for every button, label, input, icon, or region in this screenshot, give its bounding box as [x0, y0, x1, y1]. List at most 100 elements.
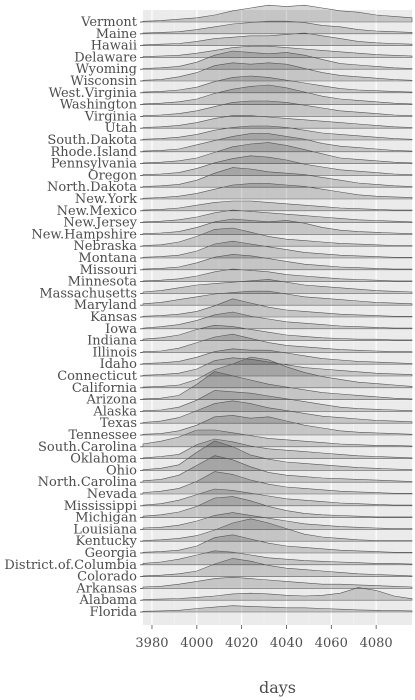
ridge-Louisiana [142, 512, 413, 530]
y-label-Maryland: Maryland [74, 298, 137, 313]
y-label-Nebraska: Nebraska [73, 239, 137, 254]
x-tick-label: 4060 [315, 636, 348, 651]
ridges [142, 4, 413, 613]
ridge-Iowa [142, 311, 413, 330]
y-label-Tennessee: Tennessee [68, 428, 137, 443]
ridge-Florida [142, 605, 413, 613]
y-label-Alabama: Alabama [79, 593, 138, 608]
ridge-Rhode.Island [142, 133, 413, 153]
y-label-North.Carolina: North.Carolina [38, 475, 138, 490]
ridge-District.of.Columbia [142, 550, 413, 566]
y-label-Wyoming: Wyoming [76, 62, 137, 77]
ridge-Maryland [142, 290, 413, 306]
y-label-Iowa: Iowa [105, 322, 137, 337]
ridge-New.Mexico [142, 200, 413, 212]
y-label-Kansas: Kansas [90, 310, 137, 325]
y-label-Kentucky: Kentucky [75, 534, 137, 549]
y-label-New.York: New.York [75, 192, 137, 207]
ridge-Texas [142, 400, 413, 424]
y-label-Texas: Texas [100, 416, 137, 431]
y-label-New.Hampshire: New.Hampshire [31, 227, 137, 242]
y-label-Alaska: Alaska [92, 404, 137, 419]
ridge-New.York [142, 183, 413, 200]
ridge-Mississippi [142, 488, 413, 507]
ridge-Alaska [142, 390, 413, 412]
ridge-Connecticut [142, 357, 413, 377]
ridge-Maine [142, 20, 413, 35]
y-label-Illinois: Illinois [92, 345, 137, 360]
y-label-West.Virginia: West.Virginia [49, 86, 138, 101]
y-label-Michigan: Michigan [75, 511, 137, 526]
ridge-Idaho [142, 348, 413, 365]
y-label-Missouri: Missouri [80, 263, 137, 278]
y-label-Massachusetts: Massachusetts [39, 286, 137, 301]
ridge-Washington [142, 84, 413, 105]
y-label-Arizona: Arizona [85, 393, 137, 408]
x-tick-label: 4000 [180, 636, 213, 651]
y-label-Ohio: Ohio [106, 463, 137, 478]
ridge-New.Hampshire [142, 218, 413, 235]
y-label-Colorado: Colorado [77, 570, 137, 585]
y-label-Hawaii: Hawaii [91, 39, 137, 54]
ridge-Minnesota [142, 268, 413, 282]
x-tick-label: 4040 [270, 636, 303, 651]
y-label-Montana: Montana [78, 251, 137, 266]
y-label-Pennsylvania: Pennsylvania [51, 157, 137, 172]
y-label-Utah: Utah [105, 121, 138, 136]
y-label-California: California [72, 381, 137, 396]
ridge-South.Carolina [142, 429, 413, 448]
y-label-New.Mexico: New.Mexico [57, 204, 138, 219]
ridge-Wisconsin [142, 62, 413, 82]
y-label-Wisconsin: Wisconsin [70, 74, 137, 89]
y-label-Arkansas: Arkansas [75, 581, 137, 596]
ridge-California [142, 356, 413, 389]
ridge-Nebraska [142, 227, 413, 247]
y-label-District.of.Columbia: District.of.Columbia [4, 558, 137, 573]
ridge-Alabama [142, 587, 413, 601]
y-label-Washington: Washington [60, 98, 138, 113]
ridge-Montana [142, 240, 413, 259]
ridge-Oregon [142, 155, 413, 176]
ridge-North.Dakota [142, 167, 413, 188]
y-label-Oregon: Oregon [88, 168, 138, 183]
ridge-Missouri [142, 254, 413, 271]
y-label-Delaware: Delaware [74, 50, 137, 65]
ridge-Kentucky [142, 518, 413, 542]
x-tick-label: 3980 [135, 636, 168, 651]
y-label-Rhode.Island: Rhode.Island [50, 145, 137, 160]
y-label-Louisiana: Louisiana [73, 522, 137, 537]
ridge-Kansas [142, 298, 413, 318]
ridge-Illinois [142, 333, 413, 353]
ridge-Colorado [142, 558, 413, 577]
ridge-New.Jersey [142, 209, 413, 223]
y-label-Georgia: Georgia [85, 546, 138, 561]
y-label-Idaho: Idaho [100, 357, 138, 372]
y-axis-labels: FloridaAlabamaArkansasColoradoDistrict.o… [4, 15, 143, 620]
ridge-South.Dakota [142, 125, 413, 141]
y-label-Mississippi: Mississippi [64, 499, 137, 514]
ridge-Virginia [142, 100, 413, 117]
ridge-Vermont [142, 4, 413, 23]
ridge-Wyoming [142, 50, 413, 70]
ridge-West.Virginia [142, 75, 413, 94]
ridge-Ohio [142, 440, 413, 471]
y-label-Nevada: Nevada [87, 487, 137, 502]
y-label-New.Jersey: New.Jersey [63, 216, 137, 231]
ridge-Delaware [142, 45, 413, 58]
y-label-South.Dakota: South.Dakota [47, 133, 137, 148]
x-axis: 3980 4000 4020 4040 4060 4080 [135, 625, 393, 651]
ridge-Nevada [142, 471, 413, 495]
y-label-Oklahoma: Oklahoma [70, 452, 137, 467]
y-label-South.Carolina: South.Carolina [38, 440, 137, 455]
y-label-Virginia: Virginia [84, 109, 138, 124]
y-label-Florida: Florida [90, 605, 138, 620]
y-label-Minnesota: Minnesota [68, 275, 138, 290]
y-label-Connecticut: Connecticut [57, 369, 138, 384]
ridge-Utah [142, 115, 413, 129]
y-label-Indiana: Indiana [87, 334, 137, 349]
ridge-Massachusetts [142, 279, 413, 294]
x-tick-label: 4020 [225, 636, 258, 651]
ridge-North.Carolina [142, 455, 413, 483]
ridge-Michigan [142, 496, 413, 518]
